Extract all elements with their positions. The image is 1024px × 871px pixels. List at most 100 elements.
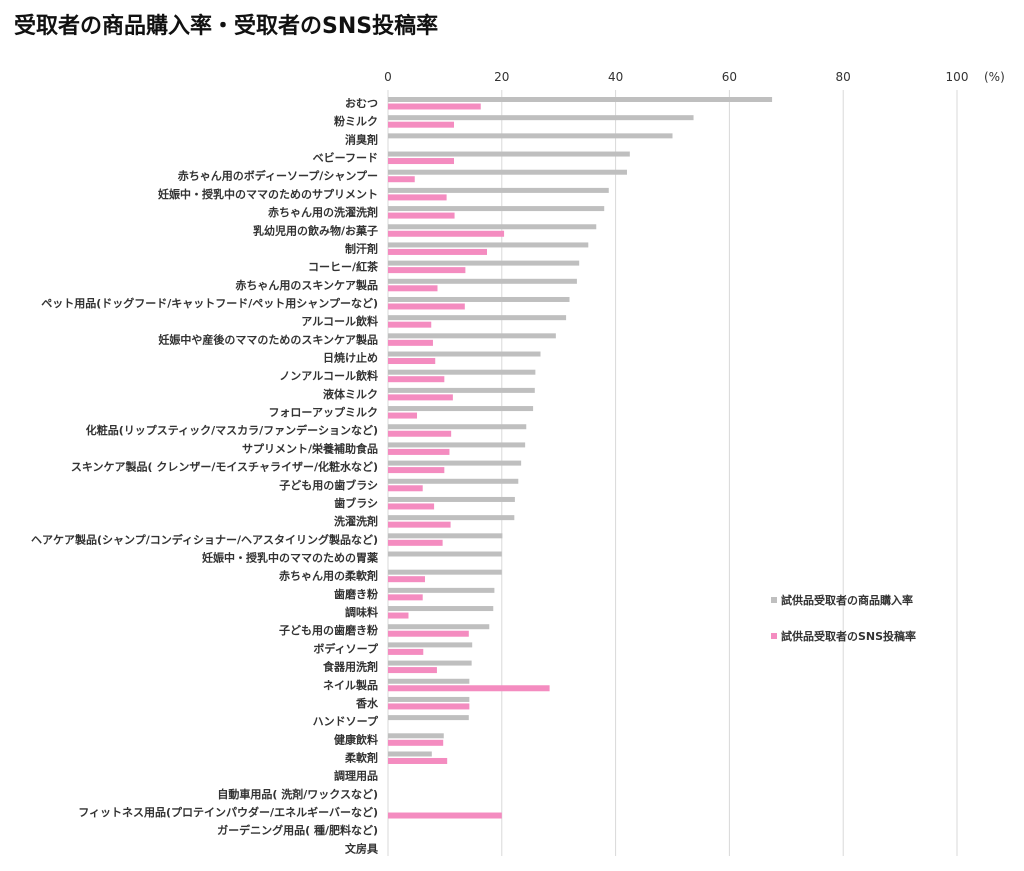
category-label: 赤ちゃん用の柔軟剤 xyxy=(279,569,378,583)
unit-label: (%) xyxy=(984,70,1005,84)
bar-purchase-rate xyxy=(388,715,469,721)
bar-sns-rate xyxy=(388,248,488,255)
gridlines xyxy=(387,90,958,856)
bar-sns-rate xyxy=(388,303,465,310)
bar-sns-rate xyxy=(388,539,443,546)
category-label: ハンドソープ xyxy=(313,714,379,728)
category-label: 調理用品 xyxy=(334,769,378,783)
category-label: ボディソープ xyxy=(313,641,379,655)
bar-sns-rate xyxy=(388,485,423,492)
bar-sns-rate xyxy=(388,176,415,183)
bar-purchase-rate xyxy=(388,696,470,702)
bar-purchase-rate xyxy=(388,333,556,339)
bar-sns-rate xyxy=(388,103,481,110)
category-label: 調味料 xyxy=(345,605,378,619)
bar-sns-rate xyxy=(388,121,455,128)
bar-sns-rate xyxy=(388,576,425,583)
category-label: サプリメント/栄養補助食品 xyxy=(242,441,378,455)
category-label: ヘアケア製品(シャンプ/コンディショナー/ヘアスタイリング製品など) xyxy=(31,532,378,546)
bar-sns-rate xyxy=(388,757,448,764)
bar-purchase-rate xyxy=(388,478,519,484)
bars xyxy=(388,97,773,819)
bar-purchase-rate xyxy=(388,406,534,412)
bar-sns-rate xyxy=(388,194,447,201)
bar-purchase-rate xyxy=(388,351,541,357)
legend-label: 試供品受取者の商品購入率 xyxy=(781,593,913,607)
category-label: スキンケア製品( クレンザー/モイスチャライザー/化粧水など) xyxy=(71,460,378,474)
bar-purchase-rate xyxy=(388,278,577,284)
bar-sns-rate xyxy=(388,158,455,165)
bar-purchase-rate xyxy=(388,296,570,302)
bar-purchase-rate xyxy=(388,315,567,321)
bar-purchase-rate xyxy=(388,260,580,266)
x-tick-label: 0 xyxy=(384,70,392,84)
category-label: 健康飲料 xyxy=(334,732,378,746)
category-label: 制汗剤 xyxy=(345,241,378,255)
bar-purchase-rate xyxy=(388,587,495,593)
bar-purchase-rate xyxy=(388,387,535,393)
category-label: 子ども用の歯磨き粉 xyxy=(279,623,378,637)
category-label: ネイル製品 xyxy=(323,678,378,692)
bar-purchase-rate xyxy=(388,569,502,575)
category-label: 妊娠中・授乳中のママのためのサプリメント xyxy=(158,187,378,201)
category-label: ペット用品(ドッグフード/キャットフード/ペット用シャンプーなど) xyxy=(41,296,378,310)
bar-purchase-rate xyxy=(388,733,444,739)
bar-sns-rate xyxy=(388,267,466,274)
category-label: 粉ミルク xyxy=(334,114,378,128)
bar-sns-rate xyxy=(388,630,469,637)
bar-purchase-rate xyxy=(388,242,589,248)
legend-swatch xyxy=(771,597,777,603)
category-label: 化粧品(リップスティック/マスカラ/ファンデーションなど) xyxy=(86,423,378,437)
chart-title: 受取者の商品購入率・受取者のSNS投稿率 xyxy=(14,14,439,39)
category-label: 香水 xyxy=(355,696,379,710)
category-label: 妊娠中・授乳中のママのための胃薬 xyxy=(202,551,379,565)
bar-purchase-rate xyxy=(388,496,515,502)
category-label: コーヒー/紅茶 xyxy=(308,260,379,274)
bar-sns-rate xyxy=(388,467,445,474)
bar-sns-rate xyxy=(388,703,470,710)
category-label: 自動車用品( 洗剤/ワックスなど) xyxy=(217,787,378,801)
bar-purchase-rate xyxy=(388,606,494,612)
category-label: 日焼け止め xyxy=(323,351,378,365)
category-label: フィットネス用品(プロテインパウダー/エネルギーバーなど) xyxy=(78,805,378,819)
bar-sns-rate xyxy=(388,339,433,346)
bar-purchase-rate xyxy=(388,624,490,630)
bar-purchase-rate xyxy=(388,533,503,539)
bar-sns-rate xyxy=(388,612,409,619)
bar-purchase-rate xyxy=(388,642,473,648)
category-label: 食器用洗剤 xyxy=(323,660,378,674)
bar-sns-rate xyxy=(388,212,455,219)
bar-sns-rate xyxy=(388,285,438,292)
bar-purchase-rate xyxy=(388,169,627,175)
category-label: 液体ミルク xyxy=(323,387,378,401)
category-label: 乳幼児用の飲み物/お菓子 xyxy=(253,223,378,237)
bar-purchase-rate xyxy=(388,515,515,521)
x-tick-label: 60 xyxy=(722,70,737,84)
bar-purchase-rate xyxy=(388,151,630,157)
category-label: 歯ブラシ xyxy=(334,496,378,510)
bar-sns-rate xyxy=(388,321,432,328)
bar-purchase-rate xyxy=(388,97,773,102)
category-label: ベビーフード xyxy=(313,151,378,165)
bar-sns-rate xyxy=(388,594,423,601)
category-labels: おむつ粉ミルク消臭剤ベビーフード赤ちゃん用のボディーソープ/シャンプー妊娠中・授… xyxy=(31,97,379,855)
x-axis-ticks: 0 20 40 60 80 100 (%) xyxy=(384,70,1005,84)
bar-sns-rate xyxy=(388,503,435,510)
category-label: 赤ちゃん用のボディーソープ/シャンプー xyxy=(178,169,378,183)
bar-purchase-rate xyxy=(388,133,673,139)
legend-swatch xyxy=(771,633,777,639)
bar-sns-rate xyxy=(388,812,502,819)
bar-purchase-rate xyxy=(388,660,472,666)
bar-purchase-rate xyxy=(388,442,526,448)
category-label: おむつ xyxy=(345,97,378,110)
category-label: 歯磨き粉 xyxy=(334,587,378,601)
x-tick-label: 100 xyxy=(946,70,969,84)
bar-purchase-rate xyxy=(388,678,470,684)
bar-purchase-rate xyxy=(388,751,432,757)
category-label: フォローアップミルク xyxy=(268,405,378,419)
category-label: 洗濯洗剤 xyxy=(334,514,378,528)
bar-sns-rate xyxy=(388,648,424,655)
bar-purchase-rate xyxy=(388,224,597,230)
